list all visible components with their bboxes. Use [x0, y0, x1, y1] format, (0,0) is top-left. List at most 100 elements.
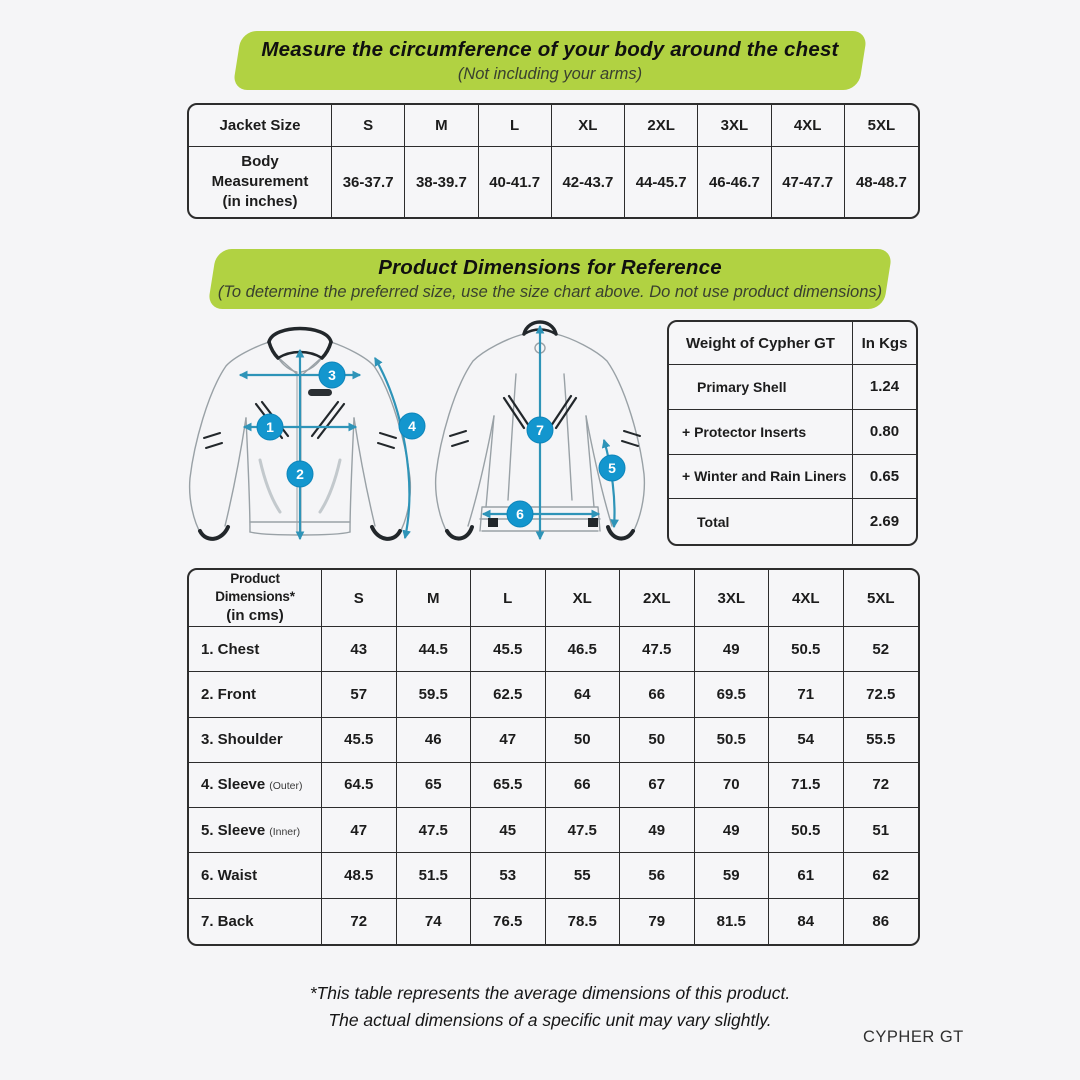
marker-6-circle: [506, 500, 534, 528]
weight-table-header: Weight of Cypher GT: [669, 322, 853, 365]
footnote-line-1: *This table represents the average dimen…: [309, 983, 791, 1003]
marker-2-label: 2: [296, 466, 304, 482]
marker-4-circle: [398, 412, 426, 440]
dim-col-header: 2XL: [620, 570, 695, 627]
body-measurement-value: 36-37.7: [332, 147, 406, 217]
dim-col-header: 4XL: [769, 570, 844, 627]
dim-value: 76.5: [471, 898, 546, 944]
dim-value: 86: [872, 912, 890, 930]
weight-row-value: 1.24: [853, 365, 916, 410]
dim-value: 46.5: [545, 627, 620, 673]
size-col-header: 4XL: [771, 105, 845, 147]
dim-value: 51.5: [396, 853, 471, 899]
dim-value: 51: [843, 808, 918, 854]
dim-value: 49: [620, 808, 695, 854]
dim-col-header: 5XL: [843, 570, 918, 627]
dim-value: 74: [397, 898, 471, 944]
dim-row-label: 5. Sleeve (Inner): [189, 808, 322, 854]
row-label-text: 4. Sleeve: [201, 776, 266, 794]
front-measure-markers: 1 2 3 4: [256, 361, 426, 488]
dim-value: 56: [620, 853, 695, 899]
product-dimensions-header: Product Dimensions* (in cms): [189, 570, 322, 627]
measure-banner: Measure the circumference of your body a…: [232, 31, 868, 90]
dim-value: 61: [769, 853, 844, 899]
dim-col-header: S: [322, 570, 397, 627]
dim-value: 55: [545, 853, 620, 899]
size-table-header: Jacket Size: [189, 105, 332, 147]
body-measurement-value: 46-46.7: [698, 147, 772, 217]
jacket-size-table: Jacket Size S M L XL 2XL 3XL 4XL 5XL Bod…: [187, 103, 920, 219]
dim-value: 47: [471, 717, 546, 763]
measure-banner-title: Measure the circumference of your body a…: [261, 37, 839, 61]
label-line: Measurement: [211, 172, 309, 190]
dim-value: 49: [694, 808, 769, 854]
dim-col-header: M: [396, 570, 471, 627]
header-title: Product Dimensions*: [215, 570, 295, 604]
dim-row-label: 6. Waist: [189, 853, 322, 899]
inner-sleeve-arrow: [601, 438, 619, 529]
dim-value: 70: [694, 762, 769, 809]
header-sub: (in cms): [226, 607, 284, 625]
dim-value: 65.5: [471, 762, 546, 809]
dim-value: 67: [620, 762, 695, 809]
marker-7-circle: [526, 416, 554, 444]
dim-row-label: 1. Chest: [189, 627, 322, 673]
row-label-text: 6. Waist: [201, 867, 258, 885]
dim-value: 64: [545, 672, 620, 718]
dim-value: 57: [322, 672, 397, 718]
dim-value: 55.5: [843, 718, 918, 763]
dim-value: 79: [620, 898, 695, 944]
row-label-note: (Inner): [269, 825, 301, 838]
outer-sleeve-arrow: [374, 356, 411, 540]
body-measurement-value: 38-39.7: [405, 147, 479, 217]
product-dimensions-banner-title: Product Dimensions for Reference: [378, 256, 722, 279]
size-col-header: L: [478, 105, 552, 147]
weight-table: Weight of Cypher GT In Kgs Primary Shell…: [667, 320, 918, 546]
weight-row-label: Primary Shell: [669, 365, 853, 410]
dim-value: 62: [843, 853, 918, 899]
dim-value: 47: [322, 808, 397, 854]
row-label-text: 7. Back: [201, 912, 254, 930]
dim-row-label: 2. Front: [189, 672, 322, 718]
jacket-front-diagram: 1 2 3 4: [188, 326, 426, 541]
dim-value: 47.5: [620, 627, 695, 673]
dim-value: 66: [545, 762, 620, 809]
dim-value: 62.5: [471, 672, 546, 718]
row-label-text: 2. Front: [201, 685, 256, 703]
dim-row-label: 3. Shoulder: [189, 717, 322, 763]
dim-value: 84: [769, 898, 844, 944]
weight-row-value: 2.69: [869, 513, 900, 531]
weight-row-value: 0.65: [853, 455, 916, 500]
marker-7-label: 7: [536, 422, 544, 438]
body-measurement-value: 42-43.7: [552, 147, 625, 217]
dim-value: 50: [545, 717, 620, 763]
dim-value: 50.5: [769, 808, 844, 854]
dim-col-header: XL: [545, 570, 620, 627]
dim-value: 47.5: [396, 808, 471, 854]
dim-value: 50.5: [769, 627, 844, 673]
product-dimensions-table: Product Dimensions* (in cms) S M L XL 2X…: [187, 568, 920, 946]
product-dimensions-banner: Product Dimensions for Reference (To det…: [207, 249, 893, 309]
jacket-front-pockets: [258, 458, 342, 514]
footnote: *This table represents the average dimen…: [180, 980, 920, 1034]
dim-value: 44.5: [396, 627, 471, 673]
chest-brand-badge: [308, 389, 332, 396]
dim-value: 46: [396, 717, 471, 763]
marker-3-label: 3: [328, 367, 336, 383]
marker-1-circle: [256, 413, 284, 441]
measure-banner-subtitle: (Not including your arms): [457, 64, 643, 83]
size-col-header: M: [405, 105, 479, 147]
dim-value: 45.5: [322, 717, 397, 763]
dim-value: 43: [322, 627, 397, 673]
label-line: Body: [241, 152, 279, 170]
weight-row-label: Total: [669, 499, 853, 544]
size-col-header: 5XL: [844, 105, 918, 147]
marker-5-circle: [598, 454, 626, 482]
dim-value: 52: [843, 627, 918, 673]
marker-2-circle: [286, 460, 314, 488]
body-measurement-value: 47-47.7: [772, 147, 845, 217]
row-label-text: 5. Sleeve: [201, 821, 266, 839]
dim-value: 78.5: [546, 898, 620, 944]
dim-value: 66: [620, 672, 695, 718]
